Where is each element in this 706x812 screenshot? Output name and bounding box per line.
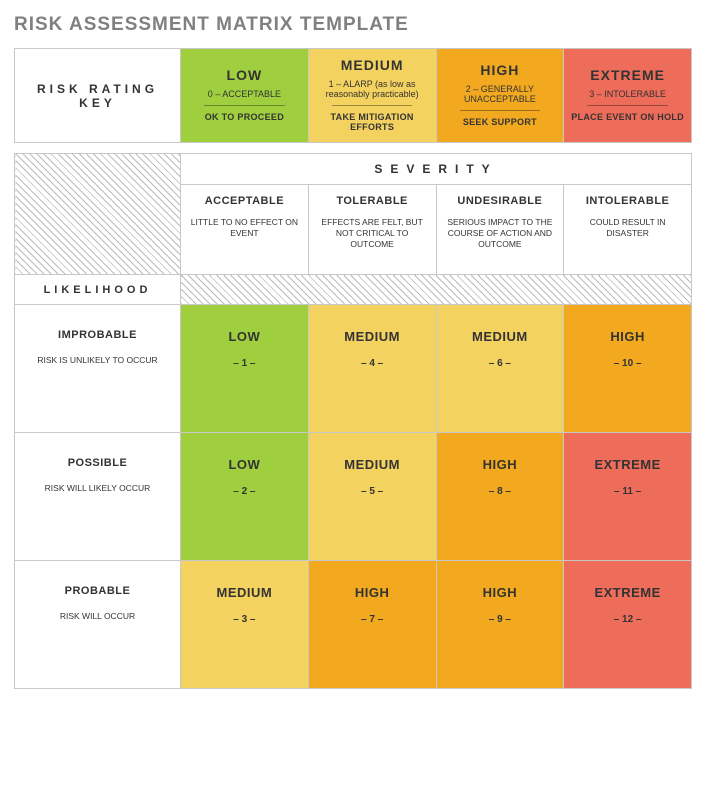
likelihood-header: LIKELIHOOD — [15, 275, 181, 305]
key-head: MEDIUM — [315, 57, 430, 73]
risk-matrix-table: SEVERITY ACCEPTABLE LITTLE TO NO EFFECT … — [14, 153, 692, 689]
risk-cell: HIGH – 7 – — [308, 561, 436, 689]
severity-desc: SERIOUS IMPACT TO THE COURSE OF ACTION A… — [443, 217, 558, 250]
risk-cell: MEDIUM – 5 – — [308, 433, 436, 561]
likelihood-title: POSSIBLE — [21, 457, 174, 469]
likelihood-title: PROBABLE — [21, 585, 174, 597]
key-head: HIGH — [443, 62, 558, 78]
severity-header: SEVERITY — [181, 154, 692, 185]
risk-cell: HIGH – 10 – — [564, 305, 692, 433]
key-action: SEEK SUPPORT — [443, 117, 558, 127]
key-cell-extreme: EXTREME 3 – INTOLERABLE PLACE EVENT ON H… — [564, 49, 692, 143]
key-code: 3 – INTOLERABLE — [570, 89, 685, 99]
risk-cell: HIGH – 8 – — [436, 433, 564, 561]
key-head: LOW — [187, 67, 302, 83]
key-divider — [587, 105, 667, 106]
risk-score: – 9 – — [443, 614, 558, 625]
risk-score: – 7 – — [315, 614, 430, 625]
key-code: 1 – ALARP (as low as reasonably practica… — [315, 79, 430, 99]
risk-rating: MEDIUM — [315, 329, 430, 344]
severity-col-acceptable: ACCEPTABLE LITTLE TO NO EFFECT ON EVENT — [181, 185, 309, 275]
severity-desc: LITTLE TO NO EFFECT ON EVENT — [187, 217, 302, 239]
risk-cell: MEDIUM – 3 – — [181, 561, 309, 689]
severity-title: TOLERABLE — [315, 195, 430, 207]
key-cell-medium: MEDIUM 1 – ALARP (as low as reasonably p… — [308, 49, 436, 143]
key-head: EXTREME — [570, 67, 685, 83]
severity-title: ACCEPTABLE — [187, 195, 302, 207]
risk-score: – 6 – — [443, 358, 558, 369]
risk-cell: MEDIUM – 4 – — [308, 305, 436, 433]
risk-score: – 10 – — [570, 358, 685, 369]
risk-cell: LOW – 1 – — [181, 305, 309, 433]
severity-desc: COULD RESULT IN DISASTER — [570, 217, 685, 239]
likelihood-desc: RISK WILL OCCUR — [21, 611, 174, 622]
risk-rating: LOW — [187, 329, 302, 344]
risk-rating: MEDIUM — [443, 329, 558, 344]
key-cell-high: HIGH 2 – GENERALLY UNACCEPTABLE SEEK SUP… — [436, 49, 564, 143]
severity-title: UNDESIRABLE — [443, 195, 558, 207]
likelihood-row-probable: PROBABLE RISK WILL OCCUR — [15, 561, 181, 689]
severity-desc: EFFECTS ARE FELT, BUT NOT CRITICAL TO OU… — [315, 217, 430, 250]
key-action: TAKE MITIGATION EFFORTS — [315, 112, 430, 132]
likelihood-row-improbable: IMPROBABLE RISK IS UNLIKELY TO OCCUR — [15, 305, 181, 433]
key-action: PLACE EVENT ON HOLD — [570, 112, 685, 122]
risk-score: – 12 – — [570, 614, 685, 625]
severity-col-intolerable: INTOLERABLE COULD RESULT IN DISASTER — [564, 185, 692, 275]
key-action: OK TO PROCEED — [187, 112, 302, 122]
likelihood-desc: RISK WILL LIKELY OCCUR — [21, 483, 174, 494]
severity-col-tolerable: TOLERABLE EFFECTS ARE FELT, BUT NOT CRIT… — [308, 185, 436, 275]
corner-hatched — [15, 154, 181, 275]
key-divider — [460, 110, 540, 111]
key-label: RISK RATING KEY — [15, 49, 181, 143]
risk-rating: MEDIUM — [187, 585, 302, 600]
key-cell-low: LOW 0 – ACCEPTABLE OK TO PROCEED — [181, 49, 309, 143]
page-title: RISK ASSESSMENT MATRIX TEMPLATE — [14, 14, 692, 36]
risk-score: – 5 – — [315, 486, 430, 497]
risk-rating: LOW — [187, 457, 302, 472]
risk-score: – 4 – — [315, 358, 430, 369]
severity-col-undesirable: UNDESIRABLE SERIOUS IMPACT TO THE COURSE… — [436, 185, 564, 275]
risk-rating: HIGH — [443, 457, 558, 472]
risk-rating: HIGH — [315, 585, 430, 600]
risk-rating: EXTREME — [570, 585, 685, 600]
risk-rating: MEDIUM — [315, 457, 430, 472]
risk-score: – 1 – — [187, 358, 302, 369]
risk-score: – 2 – — [187, 486, 302, 497]
row-hatched — [181, 275, 692, 305]
risk-cell: HIGH – 9 – — [436, 561, 564, 689]
risk-cell: LOW – 2 – — [181, 433, 309, 561]
likelihood-desc: RISK IS UNLIKELY TO OCCUR — [21, 355, 174, 366]
risk-rating: HIGH — [570, 329, 685, 344]
risk-cell: EXTREME – 12 – — [564, 561, 692, 689]
key-code: 0 – ACCEPTABLE — [187, 89, 302, 99]
key-divider — [332, 105, 412, 106]
risk-rating: EXTREME — [570, 457, 685, 472]
key-code: 2 – GENERALLY UNACCEPTABLE — [443, 84, 558, 104]
likelihood-row-possible: POSSIBLE RISK WILL LIKELY OCCUR — [15, 433, 181, 561]
risk-cell: MEDIUM – 6 – — [436, 305, 564, 433]
risk-score: – 11 – — [570, 486, 685, 497]
likelihood-title: IMPROBABLE — [21, 329, 174, 341]
severity-title: INTOLERABLE — [570, 195, 685, 207]
risk-rating-key-table: RISK RATING KEY LOW 0 – ACCEPTABLE OK TO… — [14, 48, 692, 143]
key-divider — [204, 105, 284, 106]
risk-score: – 8 – — [443, 486, 558, 497]
risk-score: – 3 – — [187, 614, 302, 625]
risk-cell: EXTREME – 11 – — [564, 433, 692, 561]
risk-rating: HIGH — [443, 585, 558, 600]
